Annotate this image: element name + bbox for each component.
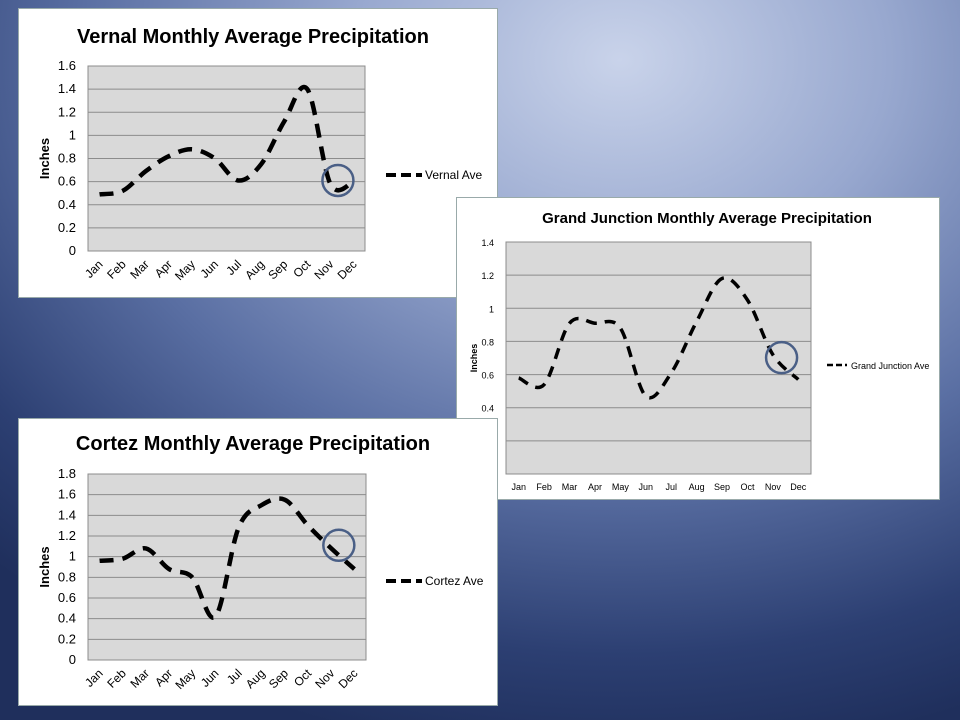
grand-junction-chart-panel: Grand Junction Monthly Average Precipita… [456,197,940,500]
x-tick-label: Nov [312,257,337,282]
y-tick-label: 0.8 [58,569,76,584]
y-tick-label: 0.8 [58,151,76,166]
y-tick-label: 0.8 [481,337,494,347]
y-tick-label: 0.6 [58,590,76,605]
x-tick-label: Jun [639,482,654,492]
y-tick-label: 1 [69,127,76,142]
chart-title: Vernal Monthly Average Precipitation [77,26,429,48]
x-tick-label: Mar [562,482,578,492]
x-tick-label: Oct [290,257,314,281]
y-tick-label: 0.6 [58,174,76,189]
x-tick-label: Dec [790,482,807,492]
y-tick-label: 0.2 [58,220,76,235]
x-tick-label: Jul [665,482,677,492]
y-tick-label: 1.4 [58,81,76,96]
y-tick-label: 0 [69,652,76,667]
x-tick-label: Jun [197,257,221,281]
x-tick-label: Jun [198,666,222,690]
y-tick-label: 1 [489,304,494,314]
plot-area [87,473,367,661]
y-axis-label: Inches [469,344,479,373]
x-tick-label: Oct [291,666,315,690]
x-tick-label: Nov [765,482,782,492]
x-tick-label: May [172,666,198,692]
x-tick-label: Oct [740,482,755,492]
highlight-circle [322,528,356,563]
y-tick-label: 1.4 [58,507,76,522]
chart-title: Grand Junction Monthly Average Precipita… [542,210,872,227]
highlight-circle [321,163,355,198]
vernal-chart: Vernal Monthly Average Precipitation 0 0.2… [37,26,482,283]
y-axis-label: Inches [37,138,52,179]
x-tick-label: Apr [588,482,602,492]
y-tick-label: 1.6 [58,487,76,502]
x-tick-label: Apr [152,666,175,689]
series-line-cortez [99,496,356,620]
cortez-chart: Cortez Monthly Average Precipitation 0 0.2… [37,433,484,692]
x-tick-label: Sep [714,482,730,492]
x-tick-label: Jul [223,257,244,278]
highlight-circle [764,340,799,375]
x-tick-label: Mar [128,666,153,691]
series-line-vernal [99,84,355,197]
x-tick-label: Apr [152,257,175,280]
x-tick-label: Mar [127,257,152,282]
y-tick-label: 1.8 [58,466,76,481]
y-tick-label: 0 [69,243,76,258]
y-tick-label: 0.4 [58,611,76,626]
x-tick-label: Aug [242,257,267,282]
series-line-grand-junction [517,276,800,400]
x-tick-label: Sep [266,666,291,691]
x-tick-label: Feb [536,482,552,492]
y-axis-label: Inches [37,546,52,587]
y-tick-label: 1.6 [58,58,76,73]
chart-title: Cortez Monthly Average Precipitation [76,433,430,455]
vernal-chart-panel: Vernal Monthly Average Precipitation 0 0.2… [18,8,498,298]
y-tick-label: 1.2 [58,104,76,119]
cortez-chart-panel: Cortez Monthly Average Precipitation 0 0.2… [18,418,498,706]
y-tick-label: 0.4 [58,197,76,212]
grand-junction-chart: Grand Junction Monthly Average Precipita… [469,210,929,492]
x-tick-label: Feb [104,666,129,691]
x-tick-label: Jan [511,482,526,492]
x-tick-label: Dec [335,257,360,282]
y-tick-label: 0.2 [58,631,76,646]
x-tick-label: Sep [265,257,290,282]
x-tick-label: Aug [689,482,705,492]
legend-label: Cortez Ave [425,574,484,588]
y-tick-label: 1.2 [481,271,494,281]
y-tick-label: 1.4 [481,238,494,248]
y-tick-label: 1 [69,549,76,564]
x-tick-label: Feb [104,257,129,282]
x-tick-label: Jan [82,666,106,690]
x-tick-label: Nov [312,666,337,691]
x-tick-label: Jan [82,257,106,281]
x-tick-label: May [172,257,198,283]
x-tick-label: Jul [224,666,245,687]
x-tick-label: May [612,482,630,492]
y-tick-label: 0.4 [481,404,494,414]
y-tick-label: 1.2 [58,528,76,543]
legend-label: Vernal Ave [425,168,482,182]
x-tick-label: Aug [243,666,268,691]
y-tick-label: 0.6 [481,371,494,381]
x-tick-label: Dec [336,666,361,691]
legend-label: Grand Junction Ave [851,361,929,371]
